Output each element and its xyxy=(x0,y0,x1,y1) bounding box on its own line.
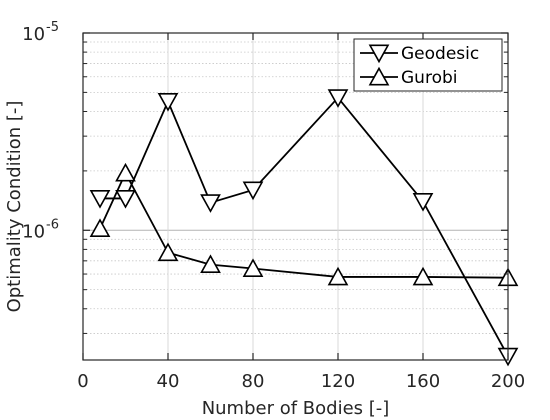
gurobi-point xyxy=(157,242,179,262)
gurobi-series-line xyxy=(99,171,509,279)
geodesic-point xyxy=(412,192,434,212)
plot-frame xyxy=(82,32,509,361)
y-tick-label: 10-5 xyxy=(22,20,59,45)
gurobi-point xyxy=(200,254,221,274)
tick-labels: 10-6 10-5 0 40 80 120 160 200 xyxy=(22,20,525,392)
gurobi-point xyxy=(242,258,264,277)
gurobi-point xyxy=(115,162,136,182)
x-tick-label: 200 xyxy=(491,371,525,392)
series-layer xyxy=(89,89,519,367)
geodesic-point xyxy=(242,181,264,201)
x-tick-label: 0 xyxy=(77,371,88,392)
x-tick-label: 80 xyxy=(242,371,265,392)
y-axis-label: Optimality Condition [-] xyxy=(4,101,25,313)
x-axis-label: Number of Bodies [-] xyxy=(202,398,390,419)
geodesic-point xyxy=(157,92,179,112)
legend-geodesic-marker xyxy=(368,44,390,64)
legend-gurobi-marker xyxy=(368,66,390,86)
gurobi-point xyxy=(89,218,111,238)
x-tick-label: 40 xyxy=(157,371,180,392)
y-tick-label: 10-6 xyxy=(22,217,59,242)
legend: Geodesic Gurobi xyxy=(353,38,503,92)
x-tick-label: 120 xyxy=(321,371,355,392)
x-tick-label: 160 xyxy=(406,371,440,392)
geodesic-point xyxy=(115,189,136,209)
geodesic-point xyxy=(327,89,349,108)
geodesic-point xyxy=(89,189,111,209)
legend-gurobi-label: Gurobi xyxy=(401,68,457,88)
geodesic-point xyxy=(200,194,221,213)
legend-geodesic-label: Geodesic xyxy=(401,44,479,64)
tick-marks xyxy=(82,32,509,360)
gurobi-point xyxy=(412,266,434,286)
geodesic-series-line xyxy=(100,96,509,357)
gurobi-point xyxy=(327,266,349,286)
